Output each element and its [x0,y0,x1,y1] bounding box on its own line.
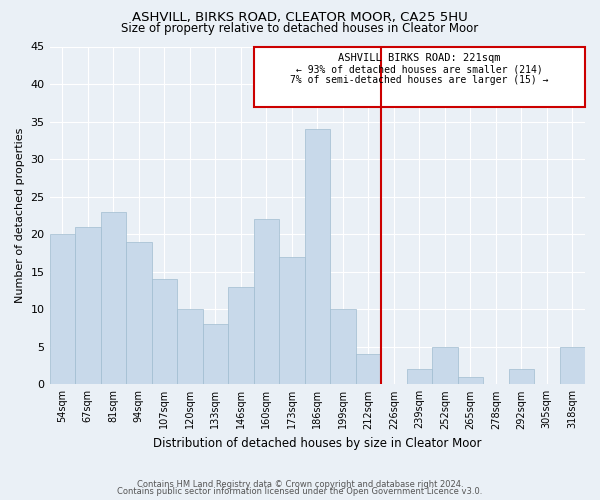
Bar [458,377,483,384]
Text: Contains public sector information licensed under the Open Government Licence v3: Contains public sector information licen… [118,487,482,496]
X-axis label: Distribution of detached houses by size in Cleator Moor: Distribution of detached houses by size … [153,437,482,450]
Bar [50,234,75,384]
Bar [228,286,254,384]
Y-axis label: Number of detached properties: Number of detached properties [15,128,25,303]
Bar [101,212,126,384]
Bar [560,347,585,385]
Bar [177,309,203,384]
Bar [509,370,534,384]
Bar [356,354,381,384]
Text: Contains HM Land Registry data © Crown copyright and database right 2024.: Contains HM Land Registry data © Crown c… [137,480,463,489]
Bar [279,256,305,384]
Bar [407,370,432,384]
Bar [152,279,177,384]
Bar [432,347,458,385]
Bar [330,309,356,384]
Bar [254,219,279,384]
Text: Size of property relative to detached houses in Cleator Moor: Size of property relative to detached ho… [121,22,479,35]
Text: ← 93% of detached houses are smaller (214): ← 93% of detached houses are smaller (21… [296,64,542,74]
Bar [75,226,101,384]
Text: ASHVILL, BIRKS ROAD, CLEATOR MOOR, CA25 5HU: ASHVILL, BIRKS ROAD, CLEATOR MOOR, CA25 … [132,11,468,24]
Text: 7% of semi-detached houses are larger (15) →: 7% of semi-detached houses are larger (1… [290,76,548,86]
Text: ASHVILL BIRKS ROAD: 221sqm: ASHVILL BIRKS ROAD: 221sqm [338,53,500,63]
Bar [203,324,228,384]
Bar [305,129,330,384]
Bar [126,242,152,384]
FancyBboxPatch shape [254,46,585,106]
